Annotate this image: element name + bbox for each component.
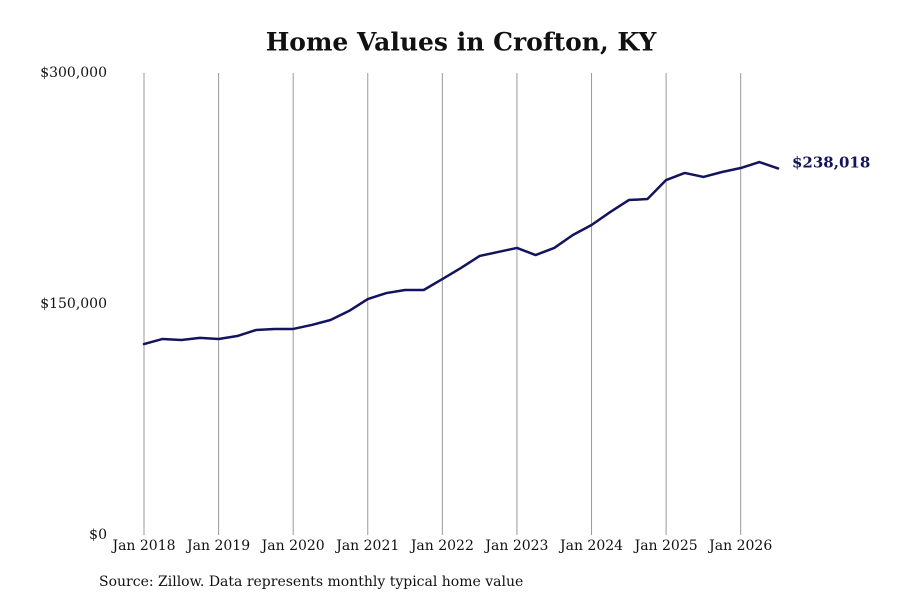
x-tick-label: Jan 2021 <box>334 538 399 554</box>
x-tick-label: Jan 2020 <box>260 538 325 554</box>
x-tick-label: Jan 2026 <box>707 538 772 554</box>
x-tick-label: Jan 2025 <box>633 538 698 554</box>
line <box>142 160 780 346</box>
x-tick-label: Jan 2022 <box>409 538 474 554</box>
value-label: $238,018 <box>792 153 870 171</box>
x-tick-label: Jan 2023 <box>483 538 548 554</box>
chart-title: Home Values in Crofton, KY <box>266 28 658 57</box>
x-tick-label: Jan 2019 <box>185 538 250 554</box>
y-tick-label: $0 <box>89 527 107 543</box>
source-note: Source: Zillow. Data represents monthly … <box>99 574 523 590</box>
x-tick-label: Jan 2024 <box>558 538 623 554</box>
y-tick-label: $300,000 <box>40 65 107 81</box>
y-tick-label: $150,000 <box>40 296 107 312</box>
x-tick-label: Jan 2018 <box>110 538 175 554</box>
